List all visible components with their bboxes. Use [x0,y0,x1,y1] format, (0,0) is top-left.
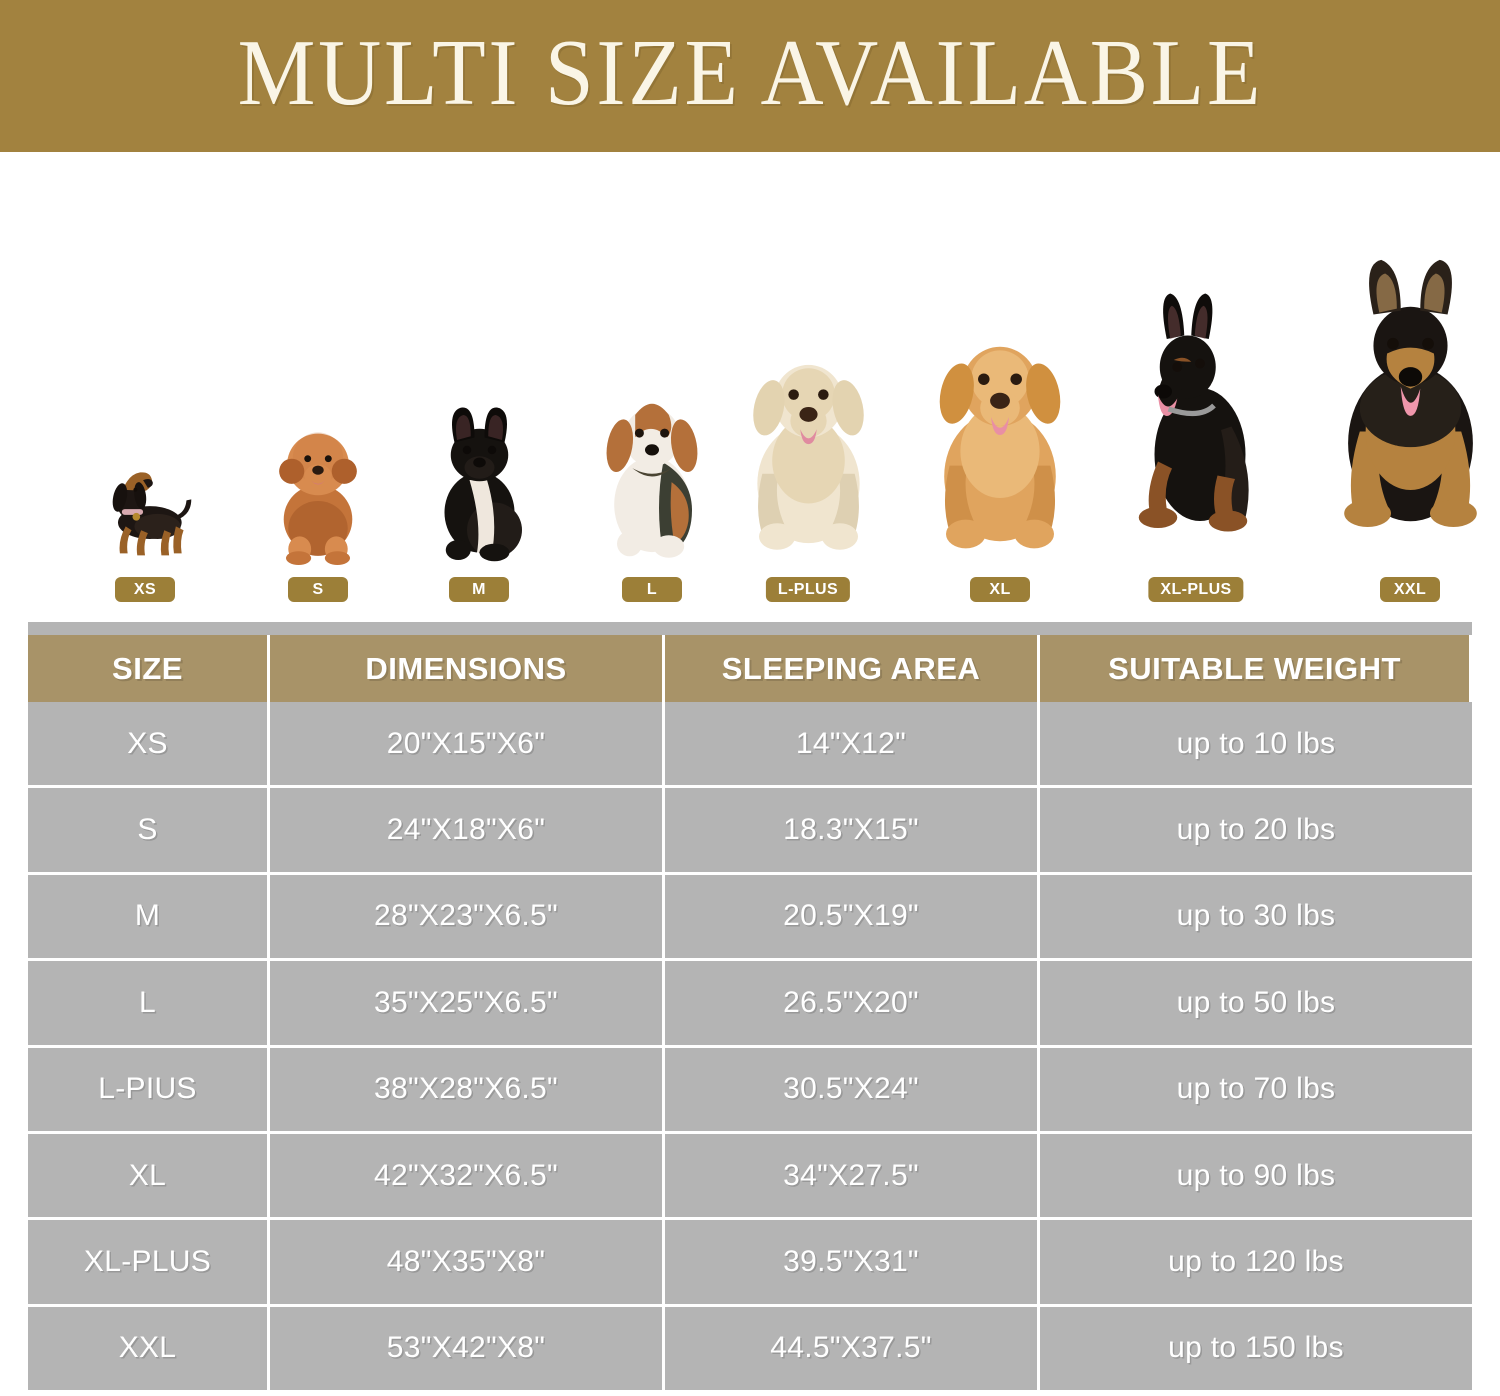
column-header-dimensions: DIMENSIONS [270,635,665,702]
weight-cell: up to 50 lbs [1176,985,1336,1019]
dog-figure-s [258,405,378,565]
page-title: MULTI SIZE AVAILABLE [237,21,1263,125]
dimensions-cell: 28"X23"X6.5" [270,874,665,959]
dog-golden-retriever-cream-icon [726,310,891,565]
dog-figure-l [582,360,722,565]
weight-cell: up to 30 lbs [1176,899,1336,933]
dimensions-cell: 24"X18"X6" [270,788,665,872]
weight-cell: up to 120 lbs [1168,1244,1344,1278]
dog-figure-xs [80,430,210,565]
weight-cell: up to 90 lbs [1176,1158,1336,1192]
weight-cell: up to 10 lbs [1176,726,1336,760]
size-badge-m[interactable]: M [449,577,509,602]
dimensions-cell: 48"X35"X8" [270,1220,665,1304]
table-header-row: SIZE DIMENSIONS SLEEPING AREA SUITABLE W… [28,622,1472,702]
dog-golden-retriever-icon [910,287,1090,565]
table-row: L 35"X25"X6.5" 26.5"X20" up to 50 lbs [28,961,1472,1048]
size-cell: L [28,961,270,1045]
table-row: XL 42"X32"X6.5" 34"X27.5" up to 90 lbs [28,1133,1472,1221]
sleeping-area-cell: 34"X27.5" [665,1133,1040,1218]
size-badge-xl[interactable]: XL [970,577,1030,602]
size-table: SIZE DIMENSIONS SLEEPING AREA SUITABLE W… [28,622,1472,1390]
dimensions-cell: 20"X15"X6" [270,702,665,786]
table-row: M 28"X23"X6.5" 20.5"X19" up to 30 lbs [28,874,1472,962]
dimensions-cell: 42"X32"X6.5" [270,1133,665,1218]
sleeping-area-cell: 44.5"X37.5" [665,1306,1040,1390]
table-row: S 24"X18"X6" 18.3"X15" up to 20 lbs [28,788,1472,875]
dog-size-lineup: XS S [0,152,1500,612]
dimensions-cell: 53"X42"X8" [270,1306,665,1390]
size-cell: XS [28,702,270,786]
dimensions-cell: 38"X28"X6.5" [270,1047,665,1131]
weight-cell: up to 70 lbs [1176,1072,1336,1106]
size-cell: S [28,788,270,872]
size-cell: XXL [28,1306,270,1390]
sleeping-area-cell: 14"X12" [665,702,1040,786]
table-row: XS 20"X15"X6" 14"X12" up to 10 lbs [28,702,1472,789]
table-row: XXL 53"X42"X8" 44.5"X37.5" up to 150 lbs [28,1306,1472,1390]
dog-doberman-icon [1109,253,1284,565]
size-badge-s[interactable]: S [288,577,348,602]
column-header-sleeping-area: SLEEPING AREA [665,635,1040,702]
size-badge-xl-plus[interactable]: XL-PLUS [1148,577,1244,602]
dog-beagle-icon [582,360,722,565]
table-row: L-PIUS 38"X28"X6.5" 30.5"X24" up to 70 lbs [28,1047,1472,1134]
sleeping-area-cell: 18.3"X15" [665,788,1040,872]
sleeping-area-cell: 20.5"X19" [665,874,1040,959]
column-header-suitable-weight: SUITABLE WEIGHT [1040,635,1472,702]
size-cell: XL [28,1133,270,1218]
dog-figure-m [417,390,542,565]
table-row: XL-PLUS 48"X35"X8" 39.5"X31" up to 120 lbs [28,1220,1472,1307]
dog-poodle-icon [258,405,378,565]
size-badge-l[interactable]: L [622,577,682,602]
dog-dachshund-icon [80,430,210,565]
sleeping-area-cell: 30.5"X24" [665,1047,1040,1131]
dog-figure-xl-plus [1109,253,1284,565]
weight-cell: up to 150 lbs [1168,1331,1344,1365]
dog-figure-xl [910,287,1090,565]
dog-french-bulldog-icon [417,390,542,565]
size-badge-xs[interactable]: XS [115,577,175,602]
size-cell: L-PIUS [28,1047,270,1131]
dog-figure-l-plus [726,310,891,565]
sleeping-area-cell: 39.5"X31" [665,1220,1040,1304]
size-badge-l-plus[interactable]: L-PLUS [765,577,851,602]
size-cell: XL-PLUS [28,1220,270,1304]
dimensions-cell: 35"X25"X6.5" [270,961,665,1045]
weight-cell: up to 20 lbs [1176,813,1336,847]
dog-german-shepherd-icon [1313,220,1500,565]
column-header-size: SIZE [28,635,270,702]
page-banner: MULTI SIZE AVAILABLE [0,0,1500,152]
dog-figure-xxl [1313,220,1500,565]
size-cell: M [28,874,270,959]
size-badge-xxl[interactable]: XXL [1380,577,1440,602]
sleeping-area-cell: 26.5"X20" [665,961,1040,1045]
